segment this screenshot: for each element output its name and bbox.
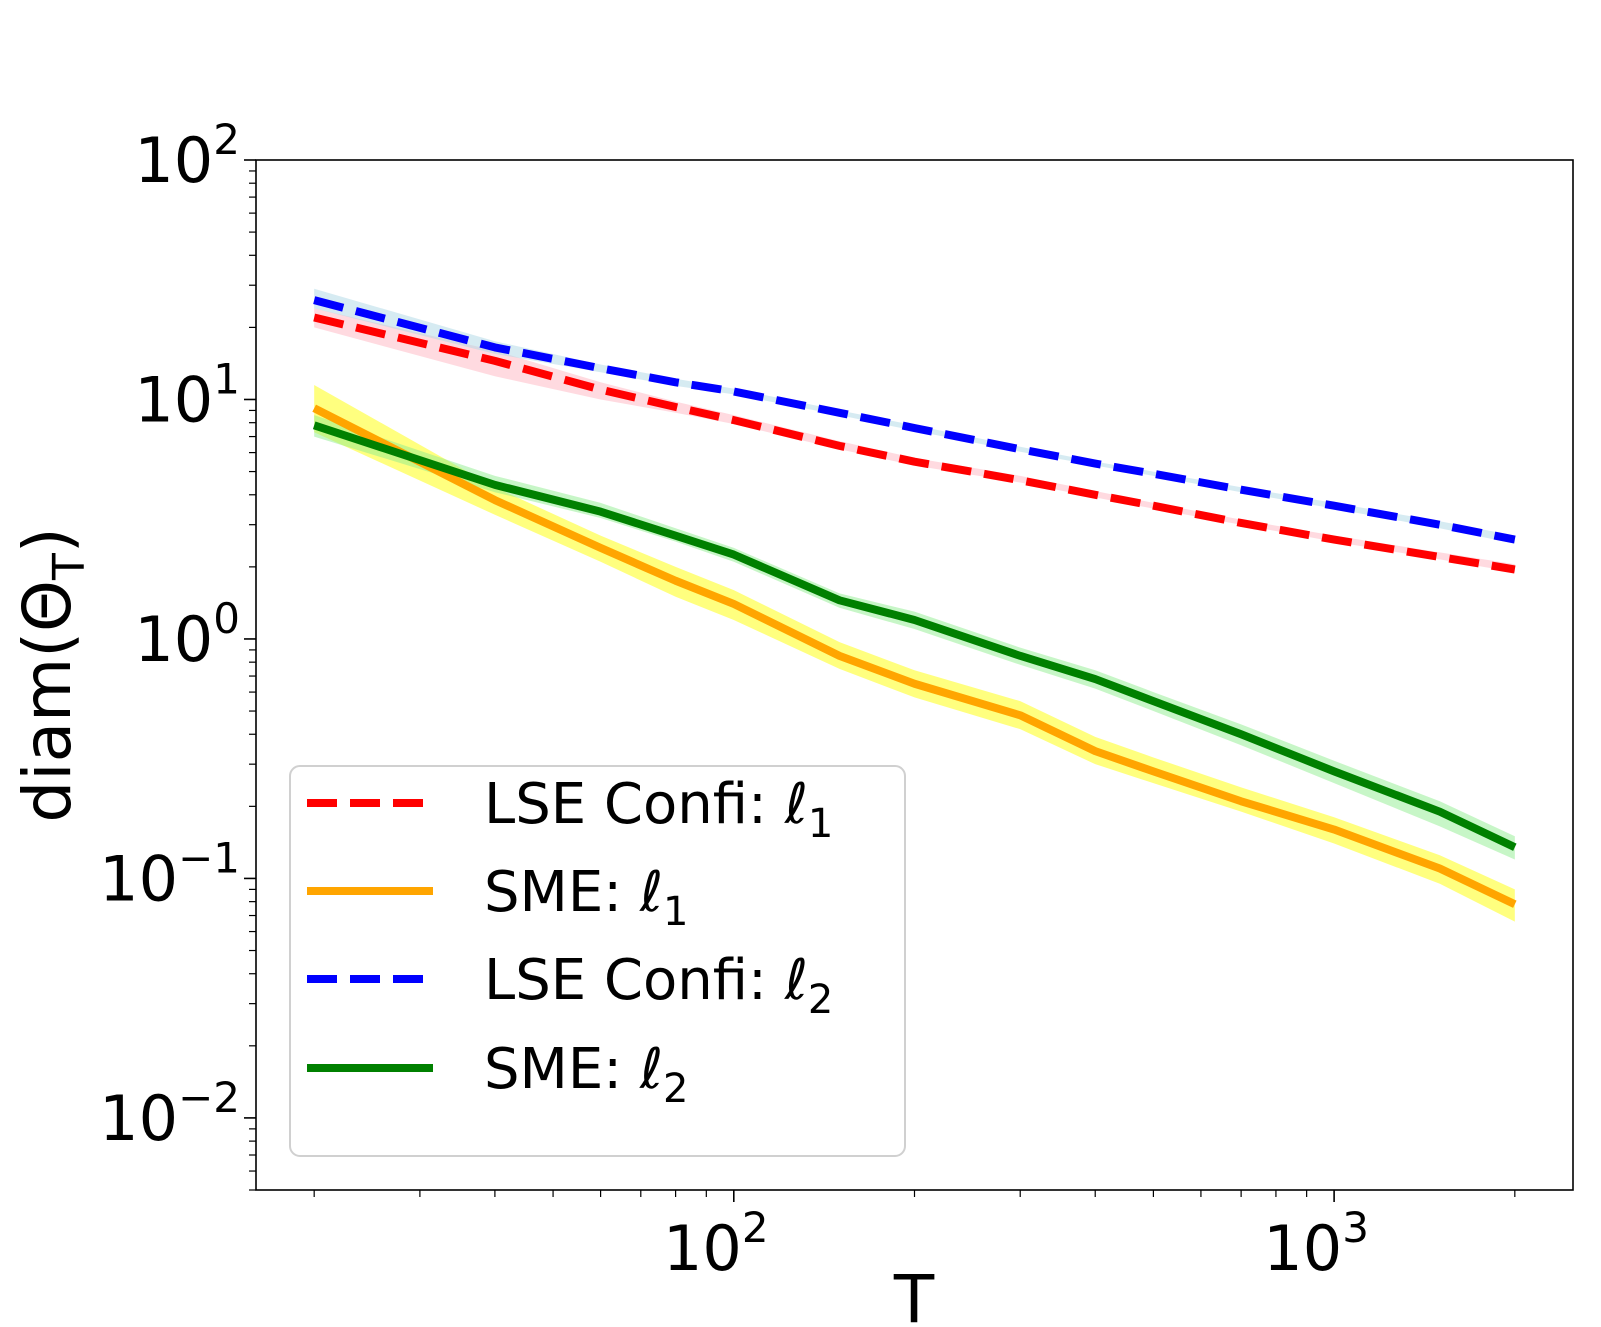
x-tick-label-exponent: 3 <box>1342 1203 1369 1252</box>
x-axis: 102 103 <box>313 1190 1516 1285</box>
legend-label-4: SME: ℓ2 <box>484 1037 689 1112</box>
legend-label-subscript: 1 <box>663 889 688 935</box>
y-tick-label-base: 10 <box>99 842 178 915</box>
series-band-4 <box>314 415 1515 860</box>
legend-box <box>289 765 906 1157</box>
y-tick-label: 102 <box>134 115 240 197</box>
x-tick-label-base: 10 <box>663 1212 742 1285</box>
series-line-4 <box>312 421 1517 851</box>
legend-label-text: LSE Confi: ℓ <box>484 772 808 837</box>
legend-label-text: SME: ℓ <box>484 1037 663 1102</box>
legend-label-text: LSE Confi: ℓ <box>484 948 808 1013</box>
legend-label-subscript: 1 <box>808 801 833 847</box>
y-tick-label: 101 <box>134 354 240 436</box>
series-band-2 <box>314 384 1515 922</box>
y-axis-title-close: ) <box>9 527 86 553</box>
x-tick-label-base: 10 <box>1263 1212 1342 1285</box>
x-tick-label-exponent: 2 <box>742 1203 769 1252</box>
y-tick-label: 100 <box>134 594 240 676</box>
y-axis-title-subscript: T <box>44 553 95 581</box>
y-tick-label: 10−1 <box>99 833 240 915</box>
y-tick-label-exponent: −2 <box>178 1073 240 1122</box>
series-band-1 <box>314 308 1515 573</box>
x-tick-label: 103 <box>1263 1203 1369 1285</box>
y-tick-label: 10−2 <box>99 1073 240 1155</box>
y-axis-title-main: diam(Θ <box>9 580 86 823</box>
y-tick-label-base: 10 <box>134 363 213 436</box>
series-line-1 <box>313 313 1516 574</box>
x-tick-label: 102 <box>663 1203 769 1285</box>
legend-label-1: LSE Confi: ℓ1 <box>484 772 833 847</box>
series-line-3 <box>313 296 1516 544</box>
legend-label-text: SME: ℓ <box>484 860 663 925</box>
y-tick-label-exponent: 2 <box>213 115 240 164</box>
x-axis-title: T <box>893 1261 935 1327</box>
legend-label-subscript: 2 <box>808 977 833 1023</box>
y-tick-label-base: 10 <box>99 1082 178 1155</box>
y-tick-label-exponent: 0 <box>213 594 240 643</box>
series-line-2 <box>312 404 1517 908</box>
y-axis-title: diam(ΘT) <box>9 527 95 822</box>
legend-label-2: SME: ℓ1 <box>484 860 689 935</box>
legend-label-3: LSE Confi: ℓ2 <box>484 948 833 1023</box>
y-tick-label-exponent: −1 <box>178 833 240 882</box>
series-lines <box>312 296 1517 908</box>
y-tick-label-base: 10 <box>134 603 213 676</box>
legend-label-subscript: 2 <box>663 1066 688 1112</box>
y-tick-label-exponent: 1 <box>213 354 240 403</box>
y-tick-label-base: 10 <box>134 124 213 197</box>
